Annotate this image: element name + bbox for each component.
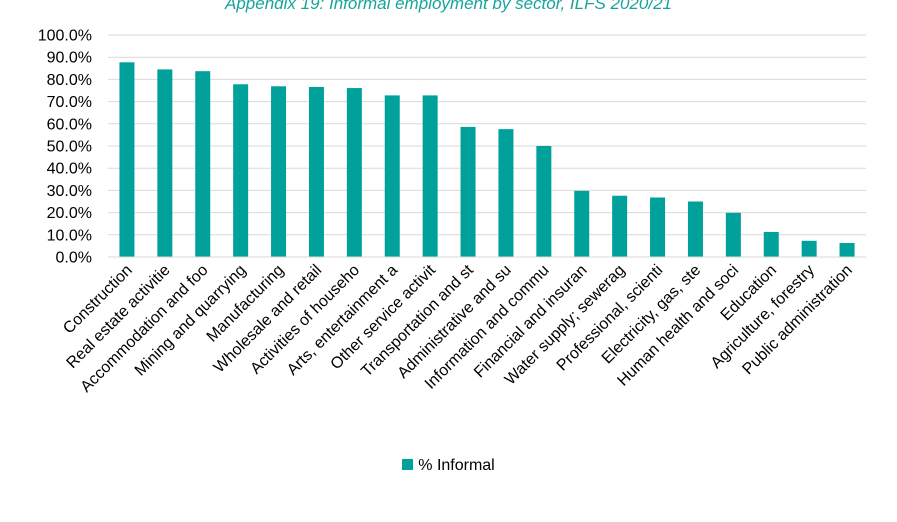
bar bbox=[157, 69, 173, 257]
bar bbox=[422, 95, 438, 257]
chart-title: Appendix 19: Informal employment by sect… bbox=[225, 0, 672, 13]
bar bbox=[195, 71, 211, 257]
bar bbox=[650, 197, 666, 257]
bar bbox=[725, 212, 741, 257]
legend-label: % Informal bbox=[418, 457, 495, 474]
bar bbox=[498, 129, 514, 257]
y-tick-label: 20.0% bbox=[47, 205, 92, 222]
bar bbox=[763, 231, 779, 257]
legend-swatch bbox=[402, 459, 414, 470]
bar bbox=[801, 240, 817, 257]
y-tick-label: 10.0% bbox=[47, 227, 92, 244]
bar bbox=[346, 88, 362, 257]
y-tick-label: 100.0% bbox=[38, 28, 92, 45]
y-tick-label: 40.0% bbox=[47, 161, 92, 178]
bar bbox=[687, 201, 703, 257]
y-tick-label: 50.0% bbox=[47, 139, 92, 156]
bar bbox=[839, 243, 855, 257]
y-tick-label: 60.0% bbox=[47, 116, 92, 133]
bar bbox=[536, 146, 552, 257]
bar bbox=[271, 86, 287, 257]
bars bbox=[119, 62, 855, 258]
bar bbox=[460, 126, 476, 258]
y-tick-label: 80.0% bbox=[47, 72, 92, 89]
y-tick-label: 70.0% bbox=[47, 94, 92, 111]
y-axis-ticks: 0.0% 10.0% 20.0% 30.0% 40.0% 50.0% 60.0% 70.0% 8… bbox=[38, 28, 92, 267]
y-tick-label: 30.0% bbox=[47, 183, 92, 200]
bar bbox=[233, 84, 249, 257]
legend: % Informal bbox=[0, 457, 897, 475]
bar bbox=[574, 190, 590, 257]
bar bbox=[308, 86, 324, 257]
y-tick-label: 90.0% bbox=[47, 50, 92, 67]
bar bbox=[119, 62, 135, 257]
y-tick-label: 0.0% bbox=[56, 250, 92, 267]
gridlines bbox=[108, 34, 866, 236]
bar bbox=[612, 195, 628, 257]
bar bbox=[384, 95, 400, 257]
